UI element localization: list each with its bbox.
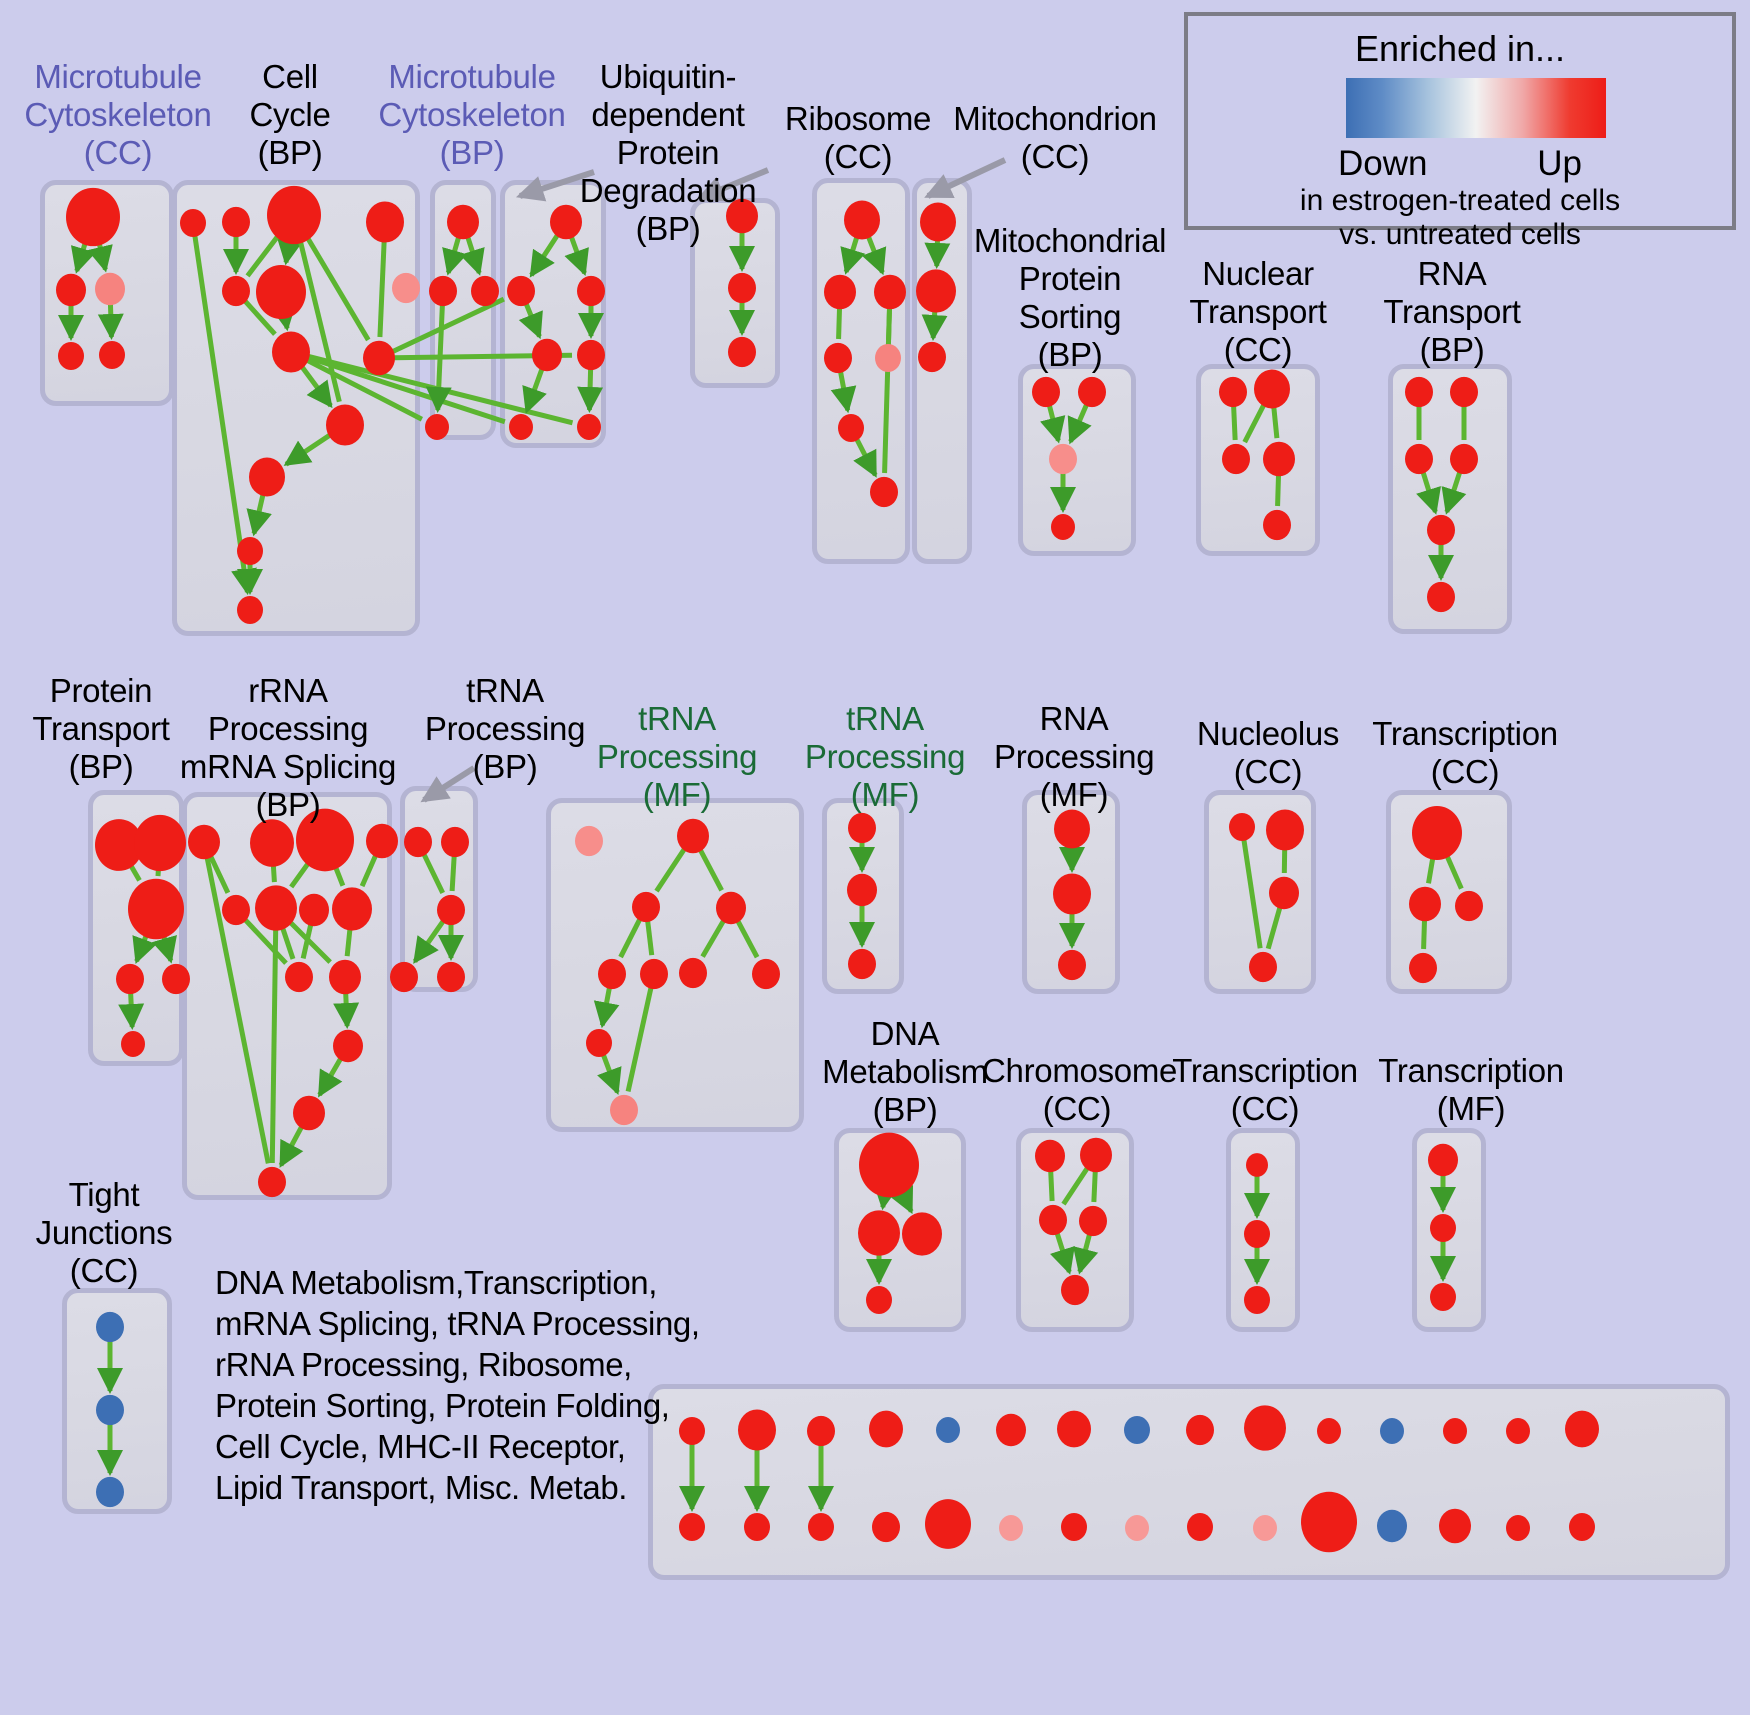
misc-cluster-annotation: DNA Metabolism,Transcription, mRNA Splic… <box>215 1264 700 1506</box>
cluster-label-trna-processing-mf-2: tRNA Processing (MF) <box>804 700 966 813</box>
cluster-label-rna-transport-bp: RNA Transport (BP) <box>1383 255 1521 368</box>
cluster-label-cell-cycle-bp: Cell Cycle (BP) <box>249 58 331 171</box>
cluster-box-cell-cycle-bp <box>172 180 420 636</box>
cluster-box-transcription-mf <box>1412 1128 1486 1332</box>
cluster-box-mitochondrial-protein-sorting-bp <box>1018 364 1136 556</box>
cluster-box-ribosome-cc <box>812 178 910 564</box>
cluster-box-misc-combined-cluster <box>648 1384 1730 1580</box>
cluster-box-trna-processing-bp <box>400 786 478 992</box>
cluster-box-nuclear-transport-cc <box>1196 364 1320 556</box>
cluster-label-dna-metabolism-bp: DNA Metabolism (BP) <box>822 1015 988 1128</box>
cluster-label-nuclear-transport-cc: Nuclear Transport (CC) <box>1189 255 1327 368</box>
cluster-box-transcription-cc-2 <box>1226 1128 1300 1332</box>
cluster-box-rrna-mrna-splicing-bp <box>182 792 392 1200</box>
cluster-box-microtubule-cytoskeleton-bp <box>430 180 496 440</box>
cluster-box-trna-processing-mf-1 <box>546 798 804 1132</box>
cluster-label-trna-processing-mf-1: tRNA Processing (MF) <box>596 700 758 813</box>
legend-colorbar <box>1346 78 1606 138</box>
cluster-box-rna-processing-mf <box>1022 790 1120 994</box>
cluster-box-microtubule-cytoskeleton-cc <box>40 180 174 406</box>
cluster-label-microtubule-cytoskeleton-cc: Microtubule Cytoskeleton (CC) <box>24 58 212 171</box>
cluster-box-trna-processing-mf-2 <box>822 798 904 994</box>
cluster-box-rna-transport-bp <box>1388 364 1512 634</box>
cluster-label-ubiquitin-protein-degradation-bp: Ubiquitin- dependent Protein Degradation… <box>579 58 757 247</box>
cluster-box-chromosome-cc <box>1016 1128 1134 1332</box>
cluster-label-rrna-mrna-splicing-bp: rRNA Processing mRNA Splicing (BP) <box>179 672 397 823</box>
cluster-box-dna-metabolism-bp <box>834 1128 966 1332</box>
cluster-label-ribosome-cc: Ribosome (CC) <box>784 100 932 175</box>
cluster-box-nucleolus-cc <box>1204 790 1316 994</box>
legend-title: Enriched in... <box>1354 28 1566 69</box>
cluster-label-microtubule-cytoskeleton-bp: Microtubule Cytoskeleton (BP) <box>378 58 566 171</box>
cluster-label-rna-processing-mf: RNA Processing (MF) <box>994 700 1155 813</box>
cluster-label-nucleolus-cc: Nucleolus (CC) <box>1196 715 1340 790</box>
cluster-label-transcription-cc-1: Transcription (CC) <box>1372 715 1558 790</box>
legend-up-label: Up <box>1537 144 1582 183</box>
cluster-label-protein-transport-bp: Protein Transport (BP) <box>32 672 170 785</box>
cluster-label-tight-junctions-cc: Tight Junctions (CC) <box>35 1176 173 1289</box>
cluster-box-transcription-cc-1 <box>1386 790 1512 994</box>
cluster-box-tight-junctions-cc <box>62 1288 172 1514</box>
cluster-label-transcription-cc-2: Transcription (CC) <box>1172 1052 1358 1127</box>
cluster-box-mitochondrion-cc <box>912 178 972 564</box>
cluster-label-transcription-mf: Transcription (MF) <box>1378 1052 1564 1127</box>
cluster-label-chromosome-cc: Chromosome (CC) <box>982 1052 1178 1127</box>
legend-subtitle: in estrogen-treated cells vs. untreated … <box>1299 184 1621 251</box>
cluster-label-mitochondrion-cc: Mitochondrion (CC) <box>953 100 1157 175</box>
cluster-box-protein-transport-bp <box>88 790 184 1066</box>
legend-down-label: Down <box>1338 144 1428 183</box>
legend-panel: Enriched in... Down Up in estrogen-treat… <box>1184 12 1736 251</box>
cluster-label-mitochondrial-protein-sorting-bp: Mitochondrial Protein Sorting (BP) <box>973 222 1167 373</box>
cluster-label-trna-processing-bp: tRNA Processing (BP) <box>424 672 586 785</box>
